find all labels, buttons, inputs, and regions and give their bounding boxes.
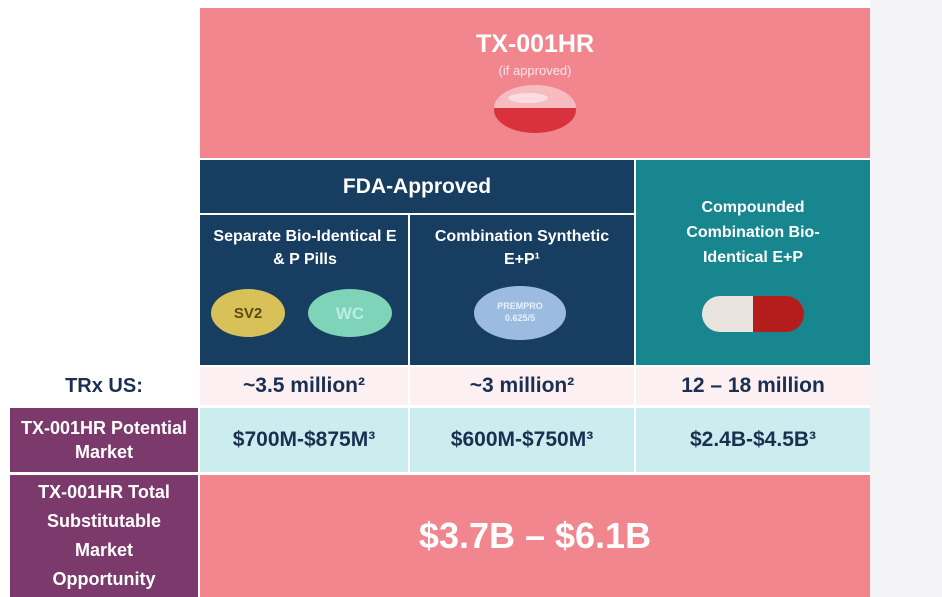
pill-icon	[494, 85, 576, 133]
value-cell: $2.4B-$4.5B³	[636, 408, 870, 472]
value-cell: $600M-$750M³	[410, 408, 634, 472]
value-cell: 12 – 18 million	[636, 367, 870, 405]
pill-mark: SV2	[234, 305, 262, 322]
row-label: TX-001HR Potential Market	[10, 408, 198, 472]
header-cell: TX-001HR (if approved)	[200, 8, 870, 158]
total-label: TX-001HR Total Substitutable Market Oppo…	[10, 475, 198, 597]
header-subtitle: (if approved)	[498, 63, 572, 78]
value-cell: ~3 million²	[410, 367, 634, 405]
total-value: $3.7B – $6.1B	[200, 475, 870, 597]
capsule-icon	[702, 296, 804, 332]
value-cell: $700M-$875M³	[200, 408, 408, 472]
pill-mark: PREMPRO	[497, 301, 543, 311]
pill-pair: SV2 WC	[211, 289, 392, 337]
pill-icon: PREMPRO 0.625/5	[474, 286, 566, 340]
row-label: TRx US:	[65, 374, 143, 397]
pill-mark: 0.625/5	[505, 313, 535, 323]
group-label: FDA-Approved	[342, 175, 492, 198]
column-label: Combination Synthetic E+P¹	[434, 228, 610, 268]
pill-mark: WC	[336, 304, 364, 323]
column-label: Compounded Combination Bio-Identical E+P	[686, 198, 820, 266]
divider	[200, 213, 634, 215]
header-title: TX-001HR	[475, 30, 595, 58]
divider	[408, 215, 410, 365]
value-cell: ~3.5 million²	[200, 367, 408, 405]
column-label: Separate Bio-Identical E & P Pills	[213, 228, 397, 268]
margin-strip	[870, 0, 942, 597]
